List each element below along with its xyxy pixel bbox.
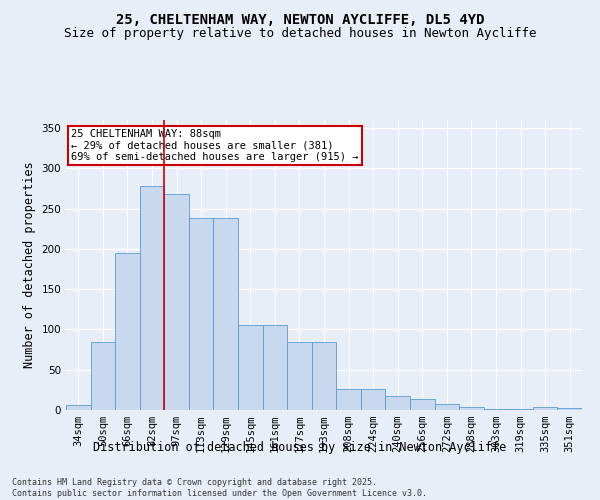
Text: Contains HM Land Registry data © Crown copyright and database right 2025.
Contai: Contains HM Land Registry data © Crown c…	[12, 478, 427, 498]
Bar	[459, 407, 484, 410]
Y-axis label: Number of detached properties: Number of detached properties	[23, 162, 36, 368]
Bar	[410, 398, 434, 410]
Bar	[385, 396, 410, 410]
Bar	[263, 326, 287, 410]
Bar	[66, 405, 91, 410]
Text: Size of property relative to detached houses in Newton Aycliffe: Size of property relative to detached ho…	[64, 28, 536, 40]
Bar	[189, 218, 214, 410]
Bar	[164, 194, 189, 410]
Bar	[336, 389, 361, 410]
Bar	[361, 389, 385, 410]
Bar	[533, 407, 557, 410]
Bar	[287, 342, 312, 410]
Bar	[214, 218, 238, 410]
Text: Distribution of detached houses by size in Newton Aycliffe: Distribution of detached houses by size …	[94, 441, 506, 454]
Text: 25 CHELTENHAM WAY: 88sqm
← 29% of detached houses are smaller (381)
69% of semi-: 25 CHELTENHAM WAY: 88sqm ← 29% of detach…	[71, 128, 359, 162]
Bar	[140, 186, 164, 410]
Text: 25, CHELTENHAM WAY, NEWTON AYCLIFFE, DL5 4YD: 25, CHELTENHAM WAY, NEWTON AYCLIFFE, DL5…	[116, 12, 484, 26]
Bar	[508, 409, 533, 410]
Bar	[484, 409, 508, 410]
Bar	[115, 253, 140, 410]
Bar	[91, 342, 115, 410]
Bar	[312, 342, 336, 410]
Bar	[557, 408, 582, 410]
Bar	[238, 326, 263, 410]
Bar	[434, 404, 459, 410]
